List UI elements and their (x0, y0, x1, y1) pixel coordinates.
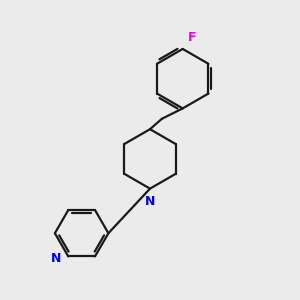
Text: F: F (188, 32, 196, 44)
Text: N: N (51, 252, 62, 265)
Text: N: N (145, 195, 155, 208)
